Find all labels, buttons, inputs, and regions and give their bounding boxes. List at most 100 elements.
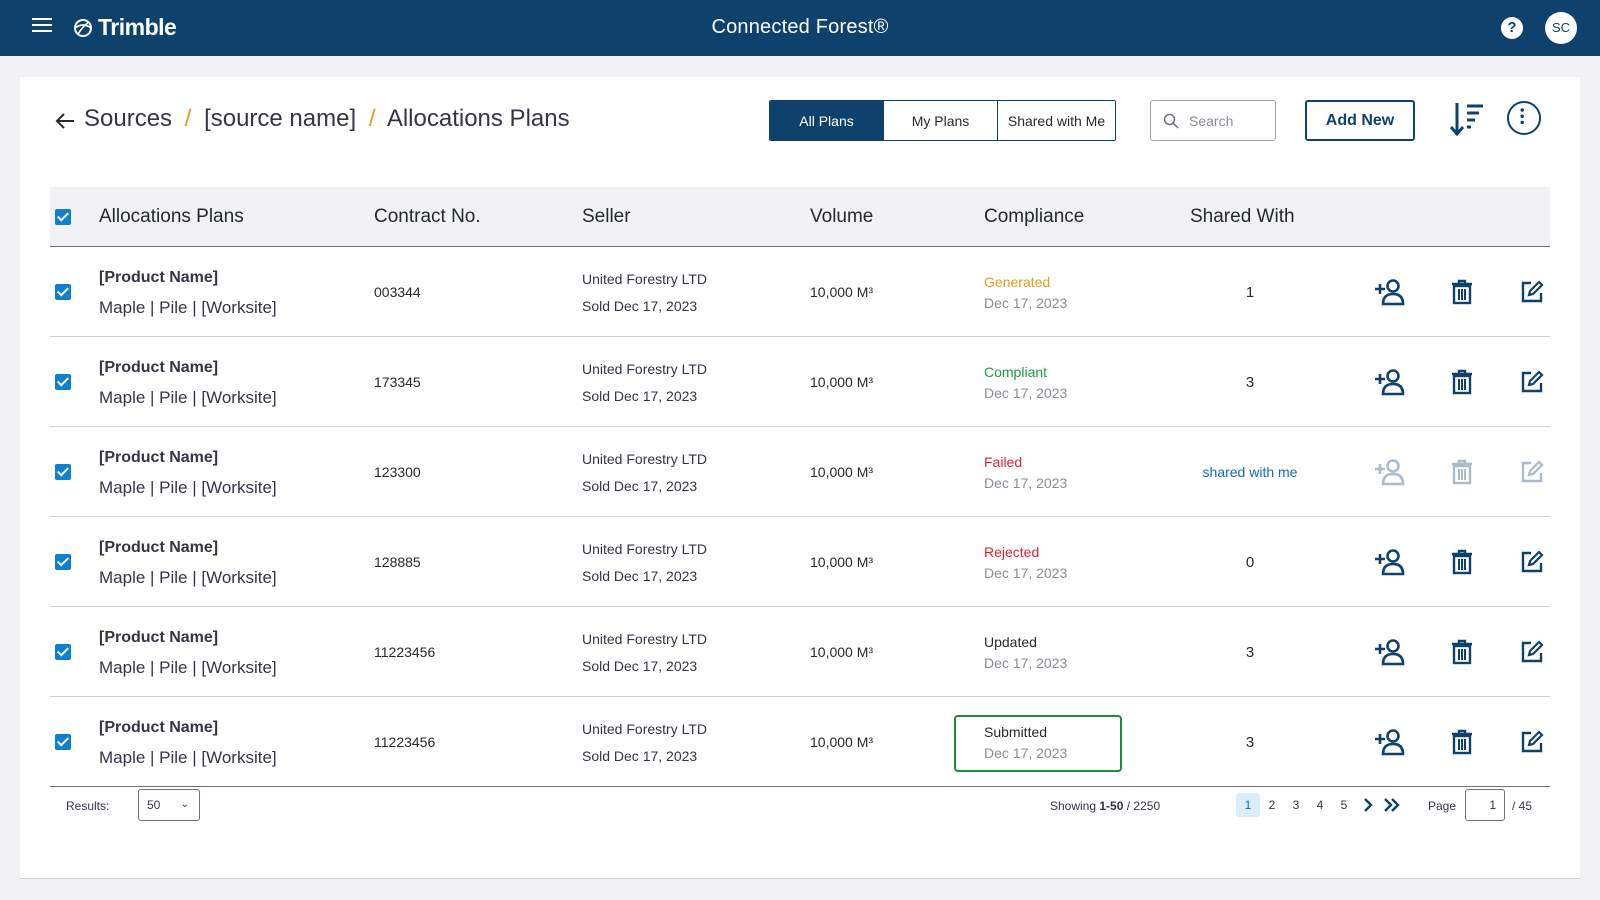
app-title: Connected Forest® <box>711 16 889 38</box>
edit-icon[interactable] <box>1515 547 1549 577</box>
more-vertical-icon[interactable] <box>1507 101 1541 135</box>
row-checkbox[interactable] <box>55 554 71 570</box>
top-bar: Trimble Connected Forest® ? SC <box>0 0 1600 56</box>
select-all-checkbox[interactable] <box>55 209 71 225</box>
table-row[interactable]: [Product Name] Maple | Pile | [Worksite] 1… <box>50 607 1550 697</box>
page-number-input[interactable] <box>1465 789 1505 821</box>
table-body: [Product Name] Maple | Pile | [Worksite] 0… <box>50 247 1550 787</box>
page-number[interactable]: 3 <box>1292 798 1300 812</box>
contract-number: 11223456 <box>374 644 436 660</box>
seller-name: United Forestry LTD <box>582 721 707 737</box>
row-checkbox[interactable] <box>55 734 71 750</box>
page-numbers: 1 2 3 4 5 <box>1236 789 1404 821</box>
compliance-status: Submitted <box>984 724 1048 740</box>
edit-icon[interactable] <box>1515 367 1549 397</box>
tab-my-plans[interactable]: My Plans <box>884 101 998 140</box>
shared-with-me-link[interactable]: shared with me <box>1202 464 1298 480</box>
product-name[interactable]: [Product Name] <box>99 269 219 286</box>
product-name[interactable]: [Product Name] <box>99 449 219 466</box>
compliance-status: Failed <box>984 454 1023 470</box>
contract-number: 003344 <box>374 284 421 300</box>
page-number[interactable]: 5 <box>1340 798 1348 812</box>
product-name[interactable]: [Product Name] <box>99 719 219 736</box>
tab-shared-with-me[interactable]: Shared with Me <box>998 101 1115 140</box>
seller-name: United Forestry LTD <box>582 631 707 647</box>
column-header-contract[interactable]: Contract No. <box>374 206 481 227</box>
add-user-icon[interactable] <box>1373 367 1407 397</box>
tab-all-plans[interactable]: All Plans <box>770 101 884 140</box>
chevron-right-icon[interactable] <box>1356 793 1380 817</box>
sort-icon[interactable] <box>1448 99 1488 139</box>
trash-icon[interactable] <box>1445 637 1479 667</box>
edit-icon[interactable] <box>1515 727 1549 757</box>
row-checkbox[interactable] <box>55 464 71 480</box>
column-header-plans[interactable]: Allocations Plans <box>99 206 244 227</box>
table-row[interactable]: [Product Name] Maple | Pile | [Worksite] 1… <box>50 697 1550 787</box>
sold-date: Sold Dec 17, 2023 <box>582 748 698 764</box>
sold-date: Sold Dec 17, 2023 <box>582 658 698 674</box>
row-checkbox[interactable] <box>55 644 71 660</box>
trimble-globe-icon <box>74 18 92 37</box>
breadcrumb-separator: / <box>368 105 376 132</box>
table-row[interactable]: [Product Name] Maple | Pile | [Worksite] 1… <box>50 427 1550 517</box>
add-user-icon[interactable] <box>1373 277 1407 307</box>
breadcrumb-source-name[interactable]: [source name] <box>204 105 357 132</box>
page-label: Page <box>1428 799 1457 813</box>
add-new-button[interactable]: Add New <box>1305 100 1415 141</box>
row-checkbox[interactable] <box>55 284 71 300</box>
compliance-status: Rejected <box>984 544 1040 560</box>
double-chevron-right-icon[interactable] <box>1380 793 1404 817</box>
breadcrumb-sources[interactable]: Sources <box>84 105 173 132</box>
showing-prefix: Showing <box>1050 799 1097 813</box>
search-icon <box>1163 113 1179 129</box>
chevron-down-icon: ⌄ <box>180 799 189 810</box>
trash-icon[interactable] <box>1445 277 1479 307</box>
edit-icon[interactable] <box>1515 277 1549 307</box>
shared-count: 3 <box>1245 644 1255 661</box>
trash-icon[interactable] <box>1445 727 1479 757</box>
table-row[interactable]: [Product Name] Maple | Pile | [Worksite] 1… <box>50 337 1550 427</box>
product-name[interactable]: [Product Name] <box>99 629 219 646</box>
page-number[interactable]: 2 <box>1268 798 1276 812</box>
product-name[interactable]: [Product Name] <box>99 359 219 376</box>
page-number[interactable]: 1 <box>1236 793 1260 817</box>
pagination-bar: Results: 50 ⌄ Showing 1-50 / 2250 1 2 3 … <box>50 789 1550 829</box>
add-user-icon[interactable] <box>1373 727 1407 757</box>
page-number[interactable]: 4 <box>1316 798 1324 812</box>
column-header-compliance[interactable]: Compliance <box>984 206 1085 227</box>
contract-number: 123300 <box>374 464 421 480</box>
back-arrow-icon[interactable] <box>54 110 76 132</box>
volume: 10,000 M³ <box>810 644 874 660</box>
volume: 10,000 M³ <box>810 734 874 750</box>
add-user-icon[interactable] <box>1373 637 1407 667</box>
row-checkbox[interactable] <box>55 374 71 390</box>
column-header-seller[interactable]: Seller <box>582 206 631 227</box>
volume: 10,000 M³ <box>810 554 874 570</box>
sold-date: Sold Dec 17, 2023 <box>582 388 698 404</box>
contract-number: 128885 <box>374 554 421 570</box>
table-row[interactable]: [Product Name] Maple | Pile | [Worksite] 1… <box>50 517 1550 607</box>
trash-icon[interactable] <box>1445 547 1479 577</box>
product-meta: Maple | Pile | [Worksite] <box>99 568 277 587</box>
contract-number: 173345 <box>374 374 421 390</box>
shared-count: 3 <box>1245 374 1255 391</box>
seller-name: United Forestry LTD <box>582 361 707 377</box>
add-user-icon[interactable] <box>1373 547 1407 577</box>
volume: 10,000 M³ <box>810 284 874 300</box>
hamburger-menu-icon[interactable] <box>32 18 52 38</box>
column-header-shared-with[interactable]: Shared With <box>1190 206 1295 227</box>
sold-date: Sold Dec 17, 2023 <box>582 568 698 584</box>
search-input[interactable] <box>1189 112 1269 129</box>
trash-icon[interactable] <box>1445 367 1479 397</box>
results-per-page-select[interactable]: 50 ⌄ <box>138 789 200 821</box>
edit-icon[interactable] <box>1515 637 1549 667</box>
help-icon[interactable]: ? <box>1501 17 1523 39</box>
product-name[interactable]: [Product Name] <box>99 539 219 556</box>
page-header: Sources / [source name] / Allocations Pl… <box>20 77 1580 187</box>
column-header-volume[interactable]: Volume <box>810 206 874 227</box>
logo-text: Trimble <box>98 14 177 40</box>
showing-total: / 2250 <box>1126 799 1161 813</box>
compliance-date: Dec 17, 2023 <box>984 475 1068 491</box>
table-row[interactable]: [Product Name] Maple | Pile | [Worksite] 0… <box>50 247 1550 337</box>
avatar[interactable]: SC <box>1545 12 1577 44</box>
